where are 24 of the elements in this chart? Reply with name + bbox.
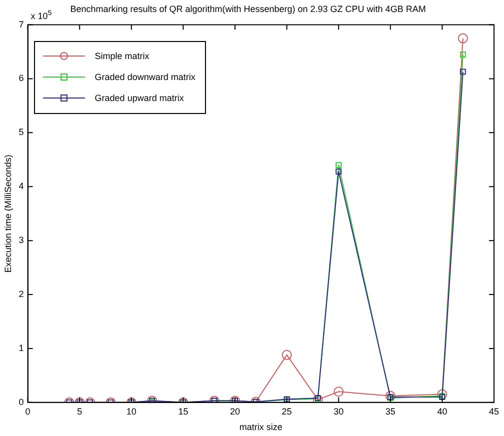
x-tick-label: 25 bbox=[282, 406, 292, 416]
legend-label: Graded downward matrix bbox=[94, 72, 196, 82]
x-tick-label: 35 bbox=[385, 406, 396, 416]
x-tick-label: 0 bbox=[25, 406, 30, 416]
legend-label: Graded upward matrix bbox=[94, 93, 184, 104]
x-tick-label: 45 bbox=[488, 406, 500, 416]
y-tick-label: 7 bbox=[18, 19, 24, 30]
legend-label: Simple matrix bbox=[94, 51, 150, 62]
x-tick-label: 5 bbox=[77, 406, 82, 416]
x-tick-label: 10 bbox=[126, 406, 136, 416]
x-tick-label: 30 bbox=[334, 406, 344, 416]
x-tick-label: 20 bbox=[230, 406, 240, 416]
y-tick-label: 3 bbox=[18, 235, 24, 246]
y-tick-label: 2 bbox=[18, 289, 24, 299]
y-tick-label: 4 bbox=[18, 181, 24, 192]
x-tick-label: 15 bbox=[178, 406, 188, 416]
y-tick-label: 1 bbox=[18, 342, 24, 353]
x-tick-label: 40 bbox=[437, 406, 448, 416]
chart-title: Benchmarking results of QR algorithm(with Hessenberg) on 2.93 GZ CPU with 4GB RAM bbox=[70, 4, 426, 14]
y-tick-label: 5 bbox=[18, 127, 24, 138]
y-tick-label: 6 bbox=[18, 73, 24, 84]
y-axis-title: Execution time (MilliSeconds) bbox=[2, 154, 13, 273]
y-tick-label: 0 bbox=[18, 396, 24, 407]
x-axis-title: matrix size bbox=[239, 422, 282, 432]
